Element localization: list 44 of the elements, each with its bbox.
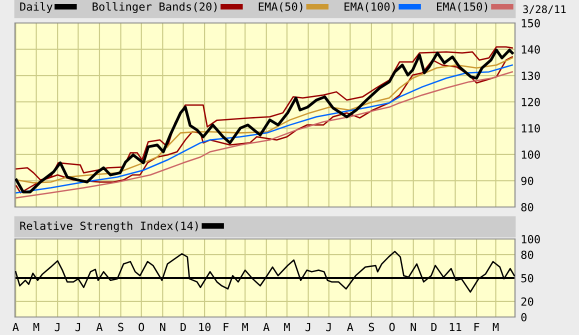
legend-label: EMA(100) bbox=[344, 2, 395, 12]
x-tick-label: D bbox=[180, 322, 186, 332]
y-tick-label: 20 bbox=[521, 297, 534, 306]
x-tick-label: N bbox=[160, 322, 166, 332]
y-tick-label: 100 bbox=[522, 150, 540, 159]
x-tick-label: M bbox=[284, 322, 290, 332]
x-tick-label: S bbox=[118, 322, 124, 332]
legend-label: EMA(50) bbox=[258, 2, 302, 12]
y-tick-label: 0 bbox=[521, 313, 527, 322]
x-tick-label: M bbox=[492, 322, 499, 332]
x-tick-label: S bbox=[368, 322, 374, 332]
x-tick-label: F bbox=[474, 322, 480, 332]
x-tick-label: J bbox=[306, 322, 310, 332]
x-tick-label: O bbox=[389, 322, 395, 332]
y-tick-label: 120 bbox=[522, 98, 540, 106]
x-tick-label: A bbox=[12, 322, 19, 332]
x-tick-label: A bbox=[347, 322, 354, 332]
y-tick-label: 90 bbox=[521, 176, 534, 186]
x-tick-label: N bbox=[410, 322, 416, 332]
x-tick-label: D bbox=[431, 322, 437, 332]
x-tick-label: F bbox=[224, 322, 229, 332]
y-tick-label: 150 bbox=[522, 19, 540, 28]
y-tick-label: 130 bbox=[522, 72, 540, 80]
x-tick-label: A bbox=[263, 322, 270, 332]
y-tick-label: 100 bbox=[522, 235, 540, 244]
x-tick-label: A bbox=[96, 322, 103, 332]
y-tick-label: 110 bbox=[522, 124, 540, 133]
x-tick-label: O bbox=[138, 322, 144, 332]
x-tick-label: J bbox=[54, 322, 60, 332]
text: 3/28/11 bbox=[523, 5, 566, 14]
x-tick-label: M bbox=[33, 322, 40, 332]
y-tick-label: 50 bbox=[521, 274, 534, 282]
y-tick-label: 80 bbox=[521, 203, 534, 212]
x-tick-label: 11 bbox=[450, 322, 462, 332]
legend-label: EMA(150) bbox=[437, 2, 488, 12]
y-tick-label: 140 bbox=[522, 45, 540, 54]
x-tick-label: J bbox=[75, 322, 80, 332]
legend-label: Daily bbox=[20, 2, 52, 13]
x-tick-label: M bbox=[242, 322, 248, 332]
x-tick-label: 10 bbox=[199, 322, 211, 332]
x-tick-label: J bbox=[326, 322, 331, 332]
y-tick-label: 80 bbox=[521, 250, 534, 260]
legend-label: Relative Strength Index(14) bbox=[20, 221, 198, 232]
legend-label: Bollinger Bands(20) bbox=[92, 2, 217, 14]
